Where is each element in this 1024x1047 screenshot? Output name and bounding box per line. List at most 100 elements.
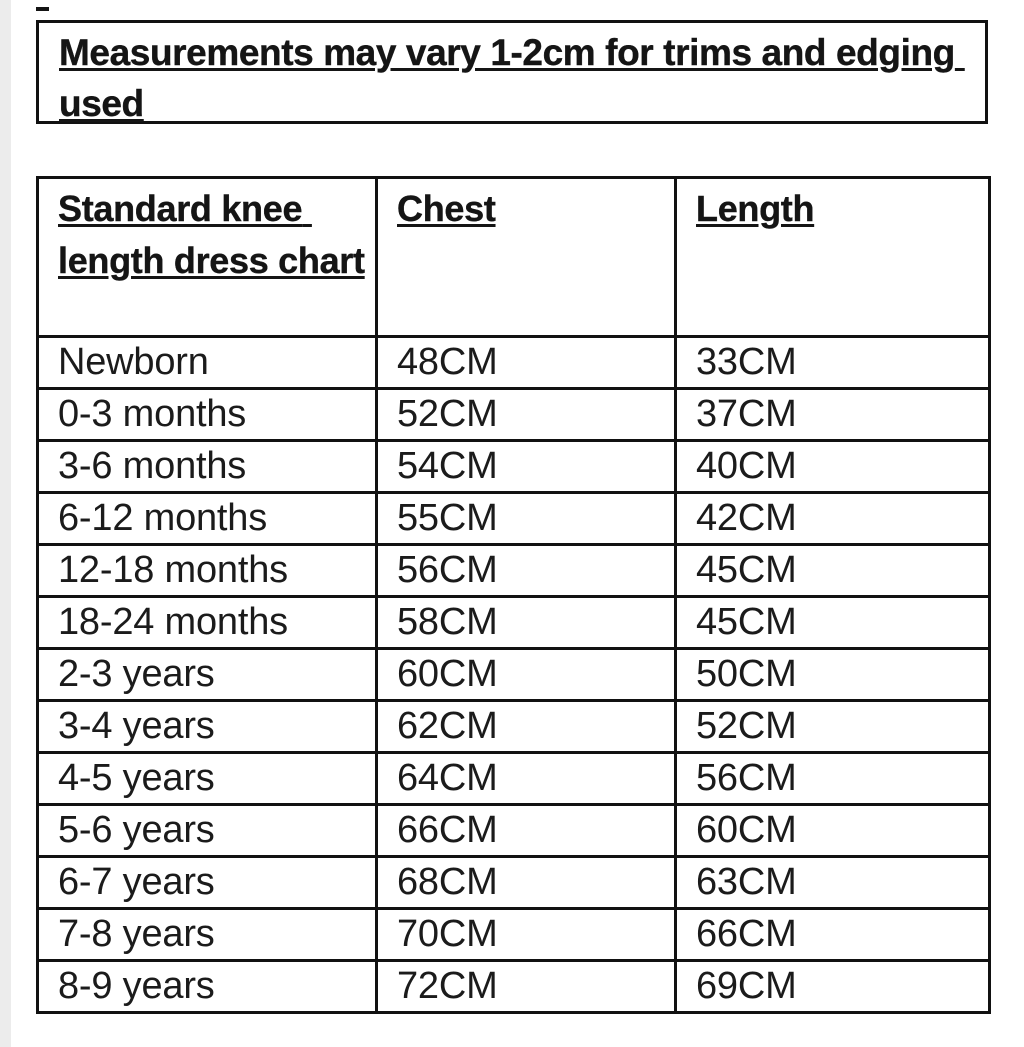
cell-length-value: 50CM — [696, 653, 797, 695]
cell-size-value: 3-4 years — [58, 705, 215, 747]
cell-size: 6-7 years — [36, 855, 378, 910]
cell-chest-value: 52CM — [397, 393, 498, 435]
cell-length: 69CM — [674, 959, 991, 1014]
stray-dash-mark — [36, 7, 49, 11]
table-row: 5-6 years 66CM 60CM — [36, 803, 991, 858]
cell-chest: 54CM — [375, 439, 677, 494]
cell-size: 5-6 years — [36, 803, 378, 858]
table-row: 3-6 months 54CM 40CM — [36, 439, 991, 494]
cell-chest: 62CM — [375, 699, 677, 754]
cell-length: 56CM — [674, 751, 991, 806]
cell-size: 3-6 months — [36, 439, 378, 494]
table-row: 2-3 years 60CM 50CM — [36, 647, 991, 702]
cell-length-value: 37CM — [696, 393, 797, 435]
cell-chest: 58CM — [375, 595, 677, 650]
cell-size-value: 0-3 months — [58, 393, 247, 435]
cell-chest-value: 68CM — [397, 861, 498, 903]
size-chart-table: Standard knee length dress chart Chest L… — [36, 176, 991, 1014]
cell-length-value: 45CM — [696, 549, 797, 591]
size-chart-head: Standard knee length dress chart Chest L… — [36, 176, 991, 338]
cell-size-value: 4-5 years — [58, 757, 215, 799]
column-header-size: Standard knee length dress chart — [36, 176, 378, 338]
cell-chest-value: 70CM — [397, 913, 498, 955]
cell-chest-value: 72CM — [397, 965, 498, 1007]
cell-chest-value: 60CM — [397, 653, 498, 695]
cell-size: 4-5 years — [36, 751, 378, 806]
cell-length-value: 33CM — [696, 341, 797, 383]
table-row: 4-5 years 64CM 56CM — [36, 751, 991, 806]
cell-length: 40CM — [674, 439, 991, 494]
cell-chest: 52CM — [375, 387, 677, 442]
measurement-notice-text: Measurements may vary 1-2cm for trims an… — [59, 32, 965, 124]
cell-chest: 55CM — [375, 491, 677, 546]
cell-size-value: 12-18 months — [58, 549, 288, 591]
cell-size: 7-8 years — [36, 907, 378, 962]
cell-length-value: 45CM — [696, 601, 797, 643]
cell-size-value: 6-12 months — [58, 497, 268, 539]
cell-chest-value: 56CM — [397, 549, 498, 591]
table-row: 12-18 months 56CM 45CM — [36, 543, 991, 598]
cell-chest: 66CM — [375, 803, 677, 858]
cell-chest: 64CM — [375, 751, 677, 806]
page-left-edge-strip — [0, 0, 11, 1047]
cell-chest: 56CM — [375, 543, 677, 598]
table-header-row: Standard knee length dress chart Chest L… — [36, 176, 991, 338]
cell-length: 63CM — [674, 855, 991, 910]
cell-length: 33CM — [674, 335, 991, 390]
cell-chest-value: 58CM — [397, 601, 498, 643]
cell-length: 45CM — [674, 543, 991, 598]
table-row: 18-24 months 58CM 45CM — [36, 595, 991, 650]
cell-chest: 70CM — [375, 907, 677, 962]
cell-length: 66CM — [674, 907, 991, 962]
cell-chest: 60CM — [375, 647, 677, 702]
cell-length-value: 60CM — [696, 809, 797, 851]
cell-size: 6-12 months — [36, 491, 378, 546]
cell-length: 37CM — [674, 387, 991, 442]
measurement-notice-box: Measurements may vary 1-2cm for trims an… — [36, 20, 988, 124]
cell-length: 52CM — [674, 699, 991, 754]
cell-length-value: 63CM — [696, 861, 797, 903]
cell-size-value: 2-3 years — [58, 653, 215, 695]
cell-size: Newborn — [36, 335, 378, 390]
column-header-chest-label: Chest — [397, 188, 496, 229]
document-page: Measurements may vary 1-2cm for trims an… — [11, 0, 1024, 1047]
table-row: 3-4 years 62CM 52CM — [36, 699, 991, 754]
column-header-size-label: Standard knee length dress chart — [58, 188, 365, 281]
cell-chest-value: 48CM — [397, 341, 498, 383]
cell-chest: 48CM — [375, 335, 677, 390]
cell-length-value: 42CM — [696, 497, 797, 539]
cell-size-value: 8-9 years — [58, 965, 215, 1007]
size-chart-body: Newborn 48CM 33CM 0-3 months 52CM 37CM 3… — [36, 335, 991, 1014]
cell-size-value: 6-7 years — [58, 861, 215, 903]
cell-size-value: 18-24 months — [58, 601, 288, 643]
cell-chest-value: 62CM — [397, 705, 498, 747]
table-row: 6-7 years 68CM 63CM — [36, 855, 991, 910]
cell-size-value: 3-6 months — [58, 445, 247, 487]
table-row: 0-3 months 52CM 37CM — [36, 387, 991, 442]
cell-length-value: 52CM — [696, 705, 797, 747]
cell-length: 42CM — [674, 491, 991, 546]
cell-size: 0-3 months — [36, 387, 378, 442]
table-row: 7-8 years 70CM 66CM — [36, 907, 991, 962]
cell-chest: 68CM — [375, 855, 677, 910]
cell-length-value: 66CM — [696, 913, 797, 955]
cell-chest-value: 54CM — [397, 445, 498, 487]
cell-length: 45CM — [674, 595, 991, 650]
table-row: 6-12 months 55CM 42CM — [36, 491, 991, 546]
cell-length-value: 69CM — [696, 965, 797, 1007]
cell-chest: 72CM — [375, 959, 677, 1014]
cell-chest-value: 55CM — [397, 497, 498, 539]
cell-chest-value: 66CM — [397, 809, 498, 851]
cell-size-value: 7-8 years — [58, 913, 215, 955]
cell-size: 2-3 years — [36, 647, 378, 702]
column-header-length: Length — [674, 176, 991, 338]
cell-chest-value: 64CM — [397, 757, 498, 799]
cell-size-value: 5-6 years — [58, 809, 215, 851]
cell-size-value: Newborn — [58, 341, 209, 383]
cell-length-value: 40CM — [696, 445, 797, 487]
cell-length-value: 56CM — [696, 757, 797, 799]
table-row: Newborn 48CM 33CM — [36, 335, 991, 390]
table-row: 8-9 years 72CM 69CM — [36, 959, 991, 1014]
cell-length: 50CM — [674, 647, 991, 702]
column-header-length-label: Length — [696, 188, 815, 229]
